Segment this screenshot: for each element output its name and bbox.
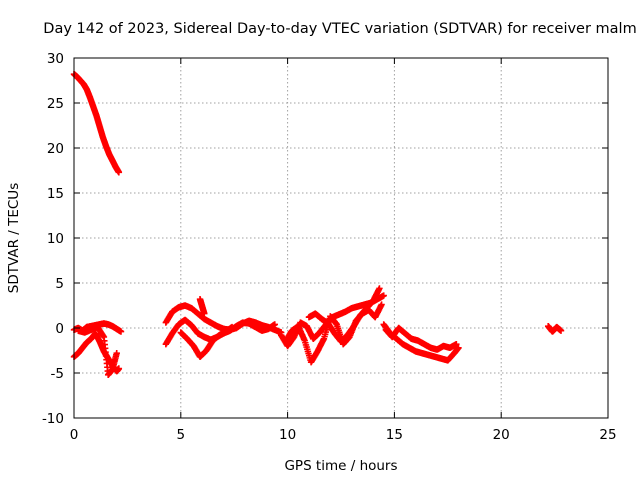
data-point-midday-spike — [201, 310, 208, 317]
y-tick-label: 30 — [47, 51, 64, 67]
data-point-early-lower — [115, 365, 123, 372]
data-point-afternoon-b — [378, 301, 385, 308]
data-point-late — [455, 344, 462, 351]
data-point-afternoon-c — [376, 285, 383, 292]
data-points — [70, 71, 565, 378]
data-point-early-dip — [113, 350, 120, 357]
y-axis-label: SDTVAR / TECUs — [6, 183, 22, 293]
data-point-afternoon-a — [380, 292, 387, 299]
data-point-high-arc — [115, 169, 123, 176]
axis-ticks: 0 5 10 15 20 25 -10 -5 0 5 10 15 20 25 30 — [42, 51, 617, 443]
data-point-late-b — [453, 341, 460, 348]
grid — [74, 58, 608, 418]
x-tick-label: 0 — [70, 427, 79, 443]
data-point-midday-b — [271, 321, 278, 328]
y-tick-label: 5 — [55, 276, 64, 292]
x-axis-label: GPS time / hours — [284, 458, 397, 474]
y-tick-label: 10 — [47, 231, 64, 247]
y-tick-label: 0 — [55, 321, 64, 337]
y-tick-label: -5 — [51, 366, 64, 382]
y-tick-label: -10 — [42, 411, 64, 427]
y-tick-label: 20 — [47, 141, 64, 157]
chart-title: Day 142 of 2023, Sidereal Day-to-day VTE… — [43, 21, 636, 37]
data-point-night — [557, 327, 565, 334]
y-tick-label: 25 — [47, 96, 64, 112]
data-point-midday-c — [228, 323, 236, 331]
x-tick-label: 20 — [493, 427, 510, 443]
x-tick-label: 10 — [279, 427, 296, 443]
data-point-early-upper — [117, 328, 125, 335]
x-tick-label: 25 — [599, 427, 616, 443]
y-tick-label: 15 — [47, 186, 64, 202]
x-tick-label: 15 — [386, 427, 403, 443]
x-tick-label: 5 — [177, 427, 186, 443]
